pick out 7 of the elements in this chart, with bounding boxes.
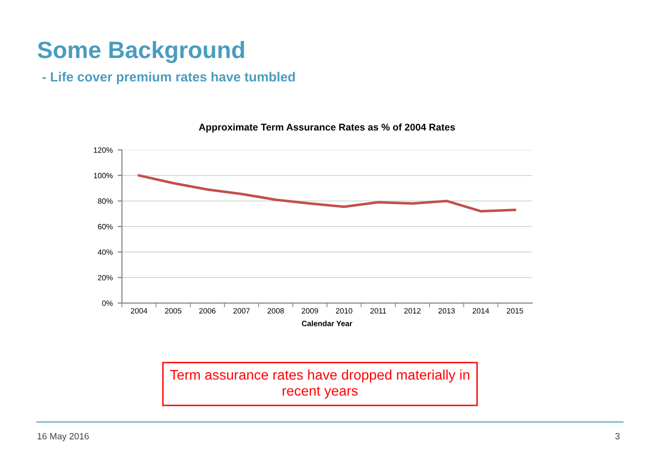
chart-title: Approximate Term Assurance Rates as % of 2004 Rates [198,123,455,133]
text: 3 [615,433,620,440]
text: Some Background [38,40,244,64]
text: Term assurance rates have dropped materially in recent years [170,370,470,398]
text: 16 May 2016 [38,433,89,442]
text: - Life cover premium rates have tumbled [42,72,295,84]
line-series [138,174,516,212]
